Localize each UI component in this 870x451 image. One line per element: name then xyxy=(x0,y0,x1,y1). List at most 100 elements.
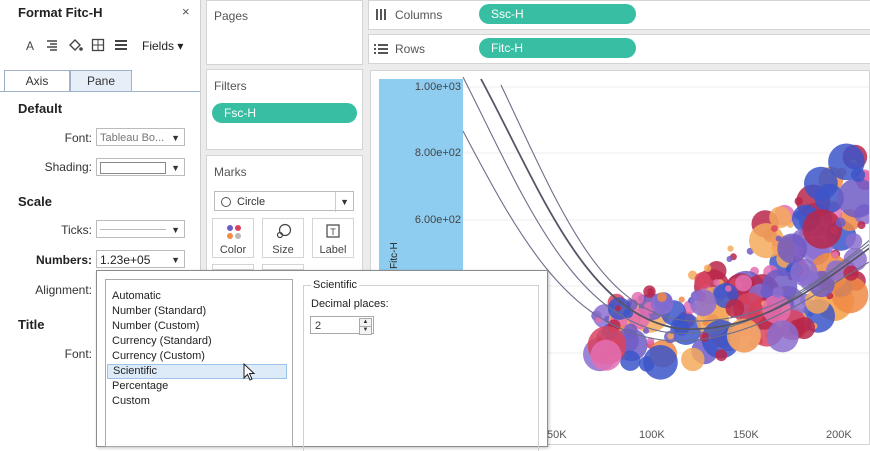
data-point[interactable] xyxy=(689,289,717,317)
data-point[interactable] xyxy=(715,349,728,362)
data-point[interactable] xyxy=(851,168,866,182)
rows-shelf[interactable]: Rows Fitc-H xyxy=(368,34,870,64)
columns-shelf[interactable]: Columns Ssc-H xyxy=(368,0,870,30)
option-automatic[interactable]: Automatic xyxy=(112,290,161,302)
numbers-dropdown[interactable]: 1.23e+05 ▼ xyxy=(96,250,185,268)
data-point[interactable] xyxy=(706,261,727,281)
data-point[interactable] xyxy=(642,327,650,334)
trend-line[interactable] xyxy=(462,76,870,335)
trend-line[interactable] xyxy=(500,84,870,322)
data-point[interactable] xyxy=(835,217,846,228)
size-button[interactable]: Size xyxy=(262,218,304,258)
label-button[interactable]: T Label xyxy=(312,218,354,258)
fields-dropdown-button[interactable]: Fields ▾ xyxy=(142,39,183,53)
data-point[interactable] xyxy=(769,206,791,229)
option-currency-custom[interactable]: Currency (Custom) xyxy=(112,350,205,362)
font-label: Font: xyxy=(64,131,92,145)
data-point[interactable] xyxy=(628,308,650,330)
data-point[interactable] xyxy=(650,292,674,315)
data-point[interactable] xyxy=(845,233,863,250)
data-point[interactable] xyxy=(771,225,778,232)
ticks-dropdown[interactable]: ▼ xyxy=(96,220,185,238)
option-number-standard[interactable]: Number (Standard) xyxy=(112,305,207,317)
data-point[interactable] xyxy=(831,251,839,258)
data-point[interactable] xyxy=(725,285,732,292)
data-point[interactable] xyxy=(703,264,712,272)
data-point[interactable] xyxy=(766,320,799,353)
chevron-down-icon: ▼ xyxy=(171,225,180,235)
tab-axis[interactable]: Axis xyxy=(4,70,70,91)
x-tick-label: 150K xyxy=(733,429,759,441)
filters-shelf[interactable]: Filters Fsc-H xyxy=(206,69,363,150)
data-point[interactable] xyxy=(713,279,720,286)
trend-line[interactable] xyxy=(480,78,870,331)
option-custom[interactable]: Custom xyxy=(112,395,150,407)
data-point[interactable] xyxy=(804,166,838,201)
option-percentage[interactable]: Percentage xyxy=(112,380,169,392)
data-point[interactable] xyxy=(725,299,745,318)
data-point[interactable] xyxy=(667,332,675,340)
data-point[interactable] xyxy=(823,253,830,260)
data-point[interactable] xyxy=(726,256,733,262)
decrement-arrow-icon[interactable]: ▼ xyxy=(359,326,372,335)
scientific-group-title: Scientific xyxy=(311,279,360,291)
ticks-label: Ticks: xyxy=(61,223,92,237)
data-point[interactable] xyxy=(590,339,622,371)
number-format-list[interactable]: Automatic Number (Standard) Number (Cust… xyxy=(105,279,293,447)
tooltip-button[interactable] xyxy=(262,264,304,270)
lines-format-icon[interactable] xyxy=(113,38,129,54)
data-point[interactable] xyxy=(620,350,641,371)
option-currency-standard[interactable]: Currency (Standard) xyxy=(112,335,212,347)
y-tick-label: 8.00e+02 xyxy=(414,147,461,159)
font-format-icon[interactable]: A xyxy=(25,39,34,53)
detail-button[interactable] xyxy=(212,264,254,270)
x-tick-label: 200K xyxy=(826,429,852,441)
font-dropdown[interactable]: Tableau Bo... ▼ xyxy=(96,128,185,146)
option-number-custom[interactable]: Number (Custom) xyxy=(112,320,200,332)
data-point[interactable] xyxy=(726,318,761,353)
data-point[interactable] xyxy=(727,245,734,252)
data-point[interactable] xyxy=(857,221,866,230)
shading-dropdown[interactable]: ▼ xyxy=(96,158,185,176)
columns-pill-ssc-h[interactable]: Ssc-H xyxy=(479,4,636,24)
rows-pill-fitc-h[interactable]: Fitc-H xyxy=(479,38,636,58)
mark-type-dropdown[interactable]: Circle ▼ xyxy=(214,191,354,212)
shading-swatch xyxy=(100,162,166,174)
data-point[interactable] xyxy=(790,258,818,286)
scientific-group xyxy=(303,285,539,451)
data-point[interactable] xyxy=(699,332,710,342)
mark-type-value: Circle xyxy=(237,196,266,208)
data-point[interactable] xyxy=(595,317,602,323)
data-point[interactable] xyxy=(681,347,705,372)
data-point[interactable] xyxy=(698,278,705,285)
data-point[interactable] xyxy=(777,233,808,264)
pages-shelf[interactable]: Pages xyxy=(206,0,363,65)
trend-line[interactable] xyxy=(462,130,870,342)
data-point[interactable] xyxy=(643,345,678,380)
shading-format-icon[interactable] xyxy=(67,38,83,54)
data-point[interactable] xyxy=(615,305,622,312)
data-point[interactable] xyxy=(802,209,842,249)
data-point[interactable] xyxy=(837,178,870,218)
borders-format-icon[interactable] xyxy=(90,38,106,54)
tab-pane[interactable]: Pane xyxy=(70,70,132,92)
data-point[interactable] xyxy=(678,296,685,303)
alignment-format-icon[interactable] xyxy=(44,38,60,54)
data-point[interactable] xyxy=(657,292,667,302)
data-point[interactable] xyxy=(749,223,784,259)
data-point[interactable] xyxy=(761,269,798,305)
data-point[interactable] xyxy=(646,337,655,345)
data-point[interactable] xyxy=(772,287,784,298)
color-button[interactable]: Color xyxy=(212,218,254,258)
decimal-places-stepper[interactable]: 2 ▲ ▼ xyxy=(310,316,374,335)
filter-pill-fsc-h[interactable]: Fsc-H xyxy=(212,103,357,123)
close-icon[interactable]: × xyxy=(182,4,190,19)
rows-label: Rows xyxy=(395,42,426,56)
mouse-cursor-icon xyxy=(243,363,256,381)
data-point[interactable] xyxy=(688,270,698,280)
shading-label: Shading: xyxy=(44,160,92,174)
data-point[interactable] xyxy=(647,288,654,295)
option-scientific[interactable]: Scientific xyxy=(107,364,287,379)
decimal-places-value: 2 xyxy=(315,320,322,332)
data-point[interactable] xyxy=(735,274,752,292)
